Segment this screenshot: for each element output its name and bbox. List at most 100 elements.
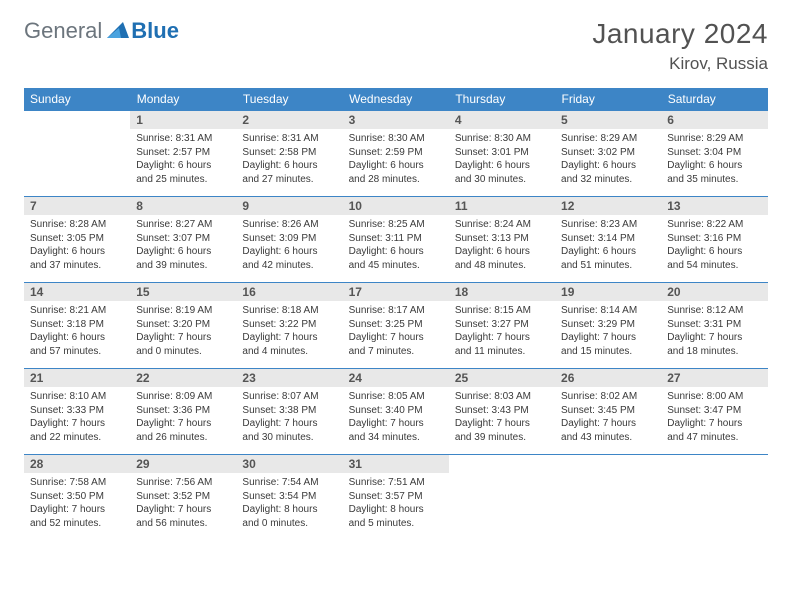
- sunset-line: Sunset: 3:38 PM: [242, 404, 336, 418]
- daylight-line: and 27 minutes.: [242, 173, 336, 187]
- logo-text-general: General: [24, 18, 102, 44]
- sunset-line: Sunset: 3:20 PM: [136, 318, 230, 332]
- calendar-cell: 2Sunrise: 8:31 AMSunset: 2:58 PMDaylight…: [236, 111, 342, 197]
- location-label: Kirov, Russia: [592, 54, 768, 74]
- sunset-line: Sunset: 3:47 PM: [667, 404, 761, 418]
- sunset-line: Sunset: 3:09 PM: [242, 232, 336, 246]
- sunrise-line: Sunrise: 8:31 AM: [242, 132, 336, 146]
- day-number: 24: [343, 369, 449, 387]
- daylight-line: Daylight: 6 hours: [561, 159, 655, 173]
- day-number: 20: [661, 283, 767, 301]
- day-details: Sunrise: 8:31 AMSunset: 2:58 PMDaylight:…: [236, 129, 342, 190]
- calendar-cell: 13Sunrise: 8:22 AMSunset: 3:16 PMDayligh…: [661, 197, 767, 283]
- month-title: January 2024: [592, 18, 768, 50]
- daylight-line: and 52 minutes.: [30, 517, 124, 531]
- title-block: January 2024 Kirov, Russia: [592, 18, 768, 74]
- sunset-line: Sunset: 3:13 PM: [455, 232, 549, 246]
- daylight-line: and 18 minutes.: [667, 345, 761, 359]
- daylight-line: Daylight: 6 hours: [136, 159, 230, 173]
- daylight-line: and 30 minutes.: [242, 431, 336, 445]
- sunrise-line: Sunrise: 7:54 AM: [242, 476, 336, 490]
- sunrise-line: Sunrise: 8:17 AM: [349, 304, 443, 318]
- daylight-line: Daylight: 8 hours: [349, 503, 443, 517]
- calendar-cell: 15Sunrise: 8:19 AMSunset: 3:20 PMDayligh…: [130, 283, 236, 369]
- daylight-line: Daylight: 6 hours: [30, 245, 124, 259]
- calendar-cell: 26Sunrise: 8:02 AMSunset: 3:45 PMDayligh…: [555, 369, 661, 455]
- calendar-cell: 30Sunrise: 7:54 AMSunset: 3:54 PMDayligh…: [236, 455, 342, 541]
- calendar-cell: 19Sunrise: 8:14 AMSunset: 3:29 PMDayligh…: [555, 283, 661, 369]
- daylight-line: Daylight: 7 hours: [136, 503, 230, 517]
- calendar-cell: [449, 455, 555, 541]
- logo: General Blue: [24, 18, 179, 44]
- calendar-table: Sunday Monday Tuesday Wednesday Thursday…: [24, 88, 768, 541]
- daylight-line: and 48 minutes.: [455, 259, 549, 273]
- calendar-cell: [24, 111, 130, 197]
- day-details: Sunrise: 8:19 AMSunset: 3:20 PMDaylight:…: [130, 301, 236, 362]
- calendar-row: 1Sunrise: 8:31 AMSunset: 2:57 PMDaylight…: [24, 111, 768, 197]
- daylight-line: and 0 minutes.: [136, 345, 230, 359]
- weekday-header: Thursday: [449, 88, 555, 111]
- daylight-line: and 7 minutes.: [349, 345, 443, 359]
- daylight-line: and 22 minutes.: [30, 431, 124, 445]
- daylight-line: Daylight: 7 hours: [242, 331, 336, 345]
- daylight-line: and 26 minutes.: [136, 431, 230, 445]
- daylight-line: Daylight: 7 hours: [136, 417, 230, 431]
- day-number: 14: [24, 283, 130, 301]
- daylight-line: and 37 minutes.: [30, 259, 124, 273]
- sunrise-line: Sunrise: 8:30 AM: [349, 132, 443, 146]
- sunset-line: Sunset: 3:04 PM: [667, 146, 761, 160]
- daylight-line: Daylight: 6 hours: [30, 331, 124, 345]
- day-number: 11: [449, 197, 555, 215]
- day-number: 30: [236, 455, 342, 473]
- day-number: 16: [236, 283, 342, 301]
- daylight-line: and 25 minutes.: [136, 173, 230, 187]
- calendar-cell: 29Sunrise: 7:56 AMSunset: 3:52 PMDayligh…: [130, 455, 236, 541]
- day-details: Sunrise: 8:18 AMSunset: 3:22 PMDaylight:…: [236, 301, 342, 362]
- day-number: 13: [661, 197, 767, 215]
- sunrise-line: Sunrise: 8:22 AM: [667, 218, 761, 232]
- day-number: 31: [343, 455, 449, 473]
- daylight-line: Daylight: 6 hours: [667, 245, 761, 259]
- day-details: Sunrise: 8:05 AMSunset: 3:40 PMDaylight:…: [343, 387, 449, 448]
- daylight-line: and 28 minutes.: [349, 173, 443, 187]
- sunset-line: Sunset: 2:57 PM: [136, 146, 230, 160]
- daylight-line: and 57 minutes.: [30, 345, 124, 359]
- daylight-line: Daylight: 6 hours: [349, 245, 443, 259]
- sunset-line: Sunset: 3:31 PM: [667, 318, 761, 332]
- sunrise-line: Sunrise: 8:00 AM: [667, 390, 761, 404]
- day-number: 2: [236, 111, 342, 129]
- daylight-line: and 45 minutes.: [349, 259, 443, 273]
- day-details: Sunrise: 8:28 AMSunset: 3:05 PMDaylight:…: [24, 215, 130, 276]
- sunset-line: Sunset: 3:33 PM: [30, 404, 124, 418]
- day-details: Sunrise: 8:25 AMSunset: 3:11 PMDaylight:…: [343, 215, 449, 276]
- sunset-line: Sunset: 2:59 PM: [349, 146, 443, 160]
- calendar-cell: 20Sunrise: 8:12 AMSunset: 3:31 PMDayligh…: [661, 283, 767, 369]
- day-number: 19: [555, 283, 661, 301]
- daylight-line: and 11 minutes.: [455, 345, 549, 359]
- calendar-cell: 25Sunrise: 8:03 AMSunset: 3:43 PMDayligh…: [449, 369, 555, 455]
- day-details: Sunrise: 8:09 AMSunset: 3:36 PMDaylight:…: [130, 387, 236, 448]
- sunset-line: Sunset: 3:45 PM: [561, 404, 655, 418]
- calendar-cell: 21Sunrise: 8:10 AMSunset: 3:33 PMDayligh…: [24, 369, 130, 455]
- daylight-line: and 35 minutes.: [667, 173, 761, 187]
- day-details: Sunrise: 8:17 AMSunset: 3:25 PMDaylight:…: [343, 301, 449, 362]
- calendar-cell: 27Sunrise: 8:00 AMSunset: 3:47 PMDayligh…: [661, 369, 767, 455]
- calendar-cell: 18Sunrise: 8:15 AMSunset: 3:27 PMDayligh…: [449, 283, 555, 369]
- day-number: 15: [130, 283, 236, 301]
- day-number: 6: [661, 111, 767, 129]
- calendar-cell: 24Sunrise: 8:05 AMSunset: 3:40 PMDayligh…: [343, 369, 449, 455]
- day-details: Sunrise: 8:15 AMSunset: 3:27 PMDaylight:…: [449, 301, 555, 362]
- calendar-cell: 8Sunrise: 8:27 AMSunset: 3:07 PMDaylight…: [130, 197, 236, 283]
- day-details: Sunrise: 8:14 AMSunset: 3:29 PMDaylight:…: [555, 301, 661, 362]
- day-number: 5: [555, 111, 661, 129]
- day-details: Sunrise: 8:24 AMSunset: 3:13 PMDaylight:…: [449, 215, 555, 276]
- sunrise-line: Sunrise: 8:26 AM: [242, 218, 336, 232]
- day-number: 9: [236, 197, 342, 215]
- sunset-line: Sunset: 3:18 PM: [30, 318, 124, 332]
- daylight-line: and 56 minutes.: [136, 517, 230, 531]
- day-details: Sunrise: 8:03 AMSunset: 3:43 PMDaylight:…: [449, 387, 555, 448]
- day-number: 29: [130, 455, 236, 473]
- sunrise-line: Sunrise: 8:07 AM: [242, 390, 336, 404]
- day-details: Sunrise: 8:27 AMSunset: 3:07 PMDaylight:…: [130, 215, 236, 276]
- daylight-line: Daylight: 7 hours: [667, 417, 761, 431]
